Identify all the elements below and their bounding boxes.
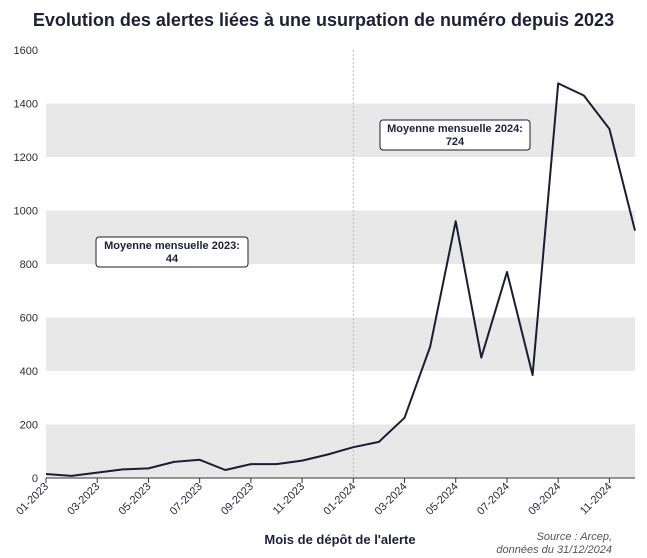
grid-band: [46, 317, 635, 371]
y-tick-label: 1000: [14, 206, 38, 218]
y-tick-label: 0: [32, 473, 38, 485]
y-tick-label: 1600: [14, 45, 38, 57]
y-tick-label: 600: [20, 313, 38, 325]
x-tick-label: 09-2024: [526, 481, 563, 518]
annotation-2023-value: 44: [166, 253, 179, 265]
annotation-2023: Moyenne mensuelle 2023: 44: [95, 236, 249, 268]
y-tick-label: 200: [20, 420, 38, 432]
x-tick-label: 01-2023: [14, 481, 51, 518]
x-tick-label: 03-2023: [65, 481, 102, 518]
x-tick-label: 07-2024: [475, 481, 512, 518]
source-line-1: Source : Arcep,: [537, 531, 612, 543]
x-tick-label: 05-2024: [424, 481, 461, 518]
x-tick-label: 03-2024: [373, 481, 410, 518]
annotation-2024: Moyenne mensuelle 2024: 724: [379, 119, 531, 151]
source-line-2: données du 31/12/2024: [496, 544, 612, 556]
x-tick-label: 11-2024: [578, 481, 614, 517]
x-tick-label: 11-2023: [271, 481, 307, 517]
y-tick-label: 800: [20, 259, 38, 271]
x-tick-label: 01-2024: [321, 481, 358, 518]
y-tick-label: 400: [20, 366, 38, 378]
grid-band: [46, 103, 635, 157]
series-line: [45, 82, 636, 477]
x-axis-label: Mois de dépôt de l'alerte: [264, 532, 415, 547]
chart-title: Evolution des alertes liées à une usurpa…: [32, 10, 615, 30]
annotation-2024-value: 724: [446, 136, 465, 148]
x-tick-label: 09-2023: [219, 481, 256, 518]
x-tick-label: 05-2023: [117, 481, 154, 518]
x-tick-label: 07-2023: [168, 481, 205, 518]
y-tick-label: 1400: [14, 99, 38, 111]
annotation-2024-label: Moyenne mensuelle 2024:: [387, 123, 523, 135]
annotation-2023-label: Moyenne mensuelle 2023:: [104, 240, 240, 252]
y-tick-label: 1200: [14, 152, 38, 164]
